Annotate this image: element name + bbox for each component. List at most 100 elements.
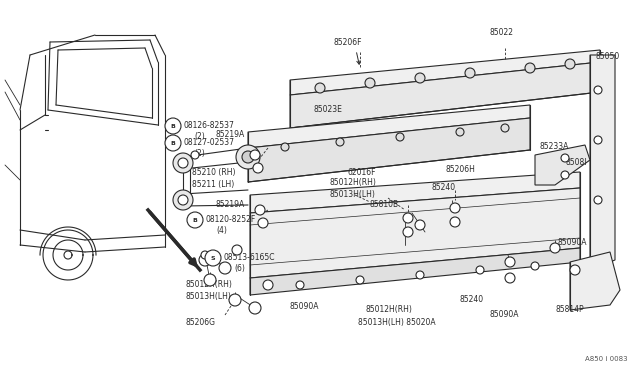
Circle shape <box>242 151 254 163</box>
Polygon shape <box>248 105 530 148</box>
Text: 08126-82537: 08126-82537 <box>184 121 235 130</box>
Circle shape <box>191 151 199 159</box>
Text: 08120-8252F: 08120-8252F <box>206 215 256 224</box>
Text: 62016F: 62016F <box>348 168 376 177</box>
Text: (2): (2) <box>194 132 205 141</box>
Text: 85013H(LH): 85013H(LH) <box>185 292 231 301</box>
Circle shape <box>187 212 203 228</box>
Circle shape <box>561 154 569 162</box>
Text: B: B <box>193 218 197 222</box>
Circle shape <box>219 262 231 274</box>
Text: S: S <box>211 256 215 260</box>
Text: 85206G: 85206G <box>185 318 215 327</box>
Circle shape <box>594 86 602 94</box>
Text: 85013H(LH): 85013H(LH) <box>330 190 376 199</box>
Circle shape <box>396 133 404 141</box>
Text: 85814P: 85814P <box>555 305 584 314</box>
Text: 85219A: 85219A <box>215 200 244 209</box>
Polygon shape <box>290 50 600 95</box>
Circle shape <box>201 251 209 259</box>
Text: 85090A: 85090A <box>290 302 319 311</box>
Text: 85090A: 85090A <box>490 310 520 319</box>
Text: 85050: 85050 <box>596 52 620 61</box>
Circle shape <box>336 138 344 146</box>
Circle shape <box>173 153 193 173</box>
Circle shape <box>565 59 575 69</box>
Text: B: B <box>171 141 175 145</box>
Circle shape <box>229 294 241 306</box>
Circle shape <box>403 213 413 223</box>
Text: 8508I: 8508I <box>565 158 586 167</box>
Circle shape <box>594 196 602 204</box>
Circle shape <box>296 281 304 289</box>
Text: (4): (4) <box>216 226 227 235</box>
Circle shape <box>365 78 375 88</box>
Circle shape <box>281 143 289 151</box>
Text: 85233A: 85233A <box>540 142 570 151</box>
Polygon shape <box>250 248 580 295</box>
Polygon shape <box>250 188 580 278</box>
Text: (6): (6) <box>234 264 245 273</box>
Text: 85012H(RH): 85012H(RH) <box>365 305 412 314</box>
Text: 85206F: 85206F <box>333 38 362 47</box>
Circle shape <box>450 203 460 213</box>
Circle shape <box>178 158 188 168</box>
Circle shape <box>205 250 221 266</box>
Polygon shape <box>248 118 530 182</box>
Circle shape <box>416 271 424 279</box>
Circle shape <box>232 245 242 255</box>
Polygon shape <box>590 55 615 270</box>
Circle shape <box>501 124 509 132</box>
Circle shape <box>456 128 464 136</box>
Circle shape <box>173 190 193 210</box>
Circle shape <box>505 257 515 267</box>
Text: 85210 (RH): 85210 (RH) <box>192 168 236 177</box>
Circle shape <box>253 163 263 173</box>
Polygon shape <box>570 252 620 310</box>
Text: 08513-6165C: 08513-6165C <box>224 253 275 262</box>
Circle shape <box>525 63 535 73</box>
Circle shape <box>594 136 602 144</box>
Circle shape <box>403 227 413 237</box>
Circle shape <box>465 68 475 78</box>
Circle shape <box>476 266 484 274</box>
Text: 85240: 85240 <box>432 183 456 192</box>
Circle shape <box>165 135 181 151</box>
Circle shape <box>415 73 425 83</box>
Text: 85211 (LH): 85211 (LH) <box>192 180 234 189</box>
Circle shape <box>249 302 261 314</box>
Text: 85090A: 85090A <box>557 238 586 247</box>
Circle shape <box>199 254 211 266</box>
Text: 85013H(LH) 85020A: 85013H(LH) 85020A <box>358 318 436 327</box>
Text: 85810B: 85810B <box>370 200 399 209</box>
Circle shape <box>258 218 268 228</box>
Circle shape <box>255 205 265 215</box>
Text: 85023E: 85023E <box>313 105 342 114</box>
Polygon shape <box>535 145 590 185</box>
Text: B: B <box>171 124 175 128</box>
Circle shape <box>570 265 580 275</box>
Polygon shape <box>290 62 600 128</box>
Circle shape <box>178 195 188 205</box>
Polygon shape <box>250 172 580 213</box>
Circle shape <box>450 217 460 227</box>
Text: (2): (2) <box>194 149 205 158</box>
Text: A850 i 0083: A850 i 0083 <box>586 356 628 362</box>
Text: 85206H: 85206H <box>445 165 475 174</box>
Text: 85022: 85022 <box>490 28 514 37</box>
Circle shape <box>263 280 273 290</box>
Text: 08127-02537: 08127-02537 <box>184 138 235 147</box>
Circle shape <box>165 118 181 134</box>
Circle shape <box>236 145 260 169</box>
Circle shape <box>531 262 539 270</box>
Circle shape <box>315 83 325 93</box>
Text: 85012H(RH): 85012H(RH) <box>185 280 232 289</box>
Circle shape <box>415 220 425 230</box>
Circle shape <box>356 276 364 284</box>
Circle shape <box>250 150 260 160</box>
Text: 85219A: 85219A <box>215 130 244 139</box>
Circle shape <box>561 171 569 179</box>
Text: 85240: 85240 <box>460 295 484 304</box>
Circle shape <box>505 273 515 283</box>
Circle shape <box>550 243 560 253</box>
